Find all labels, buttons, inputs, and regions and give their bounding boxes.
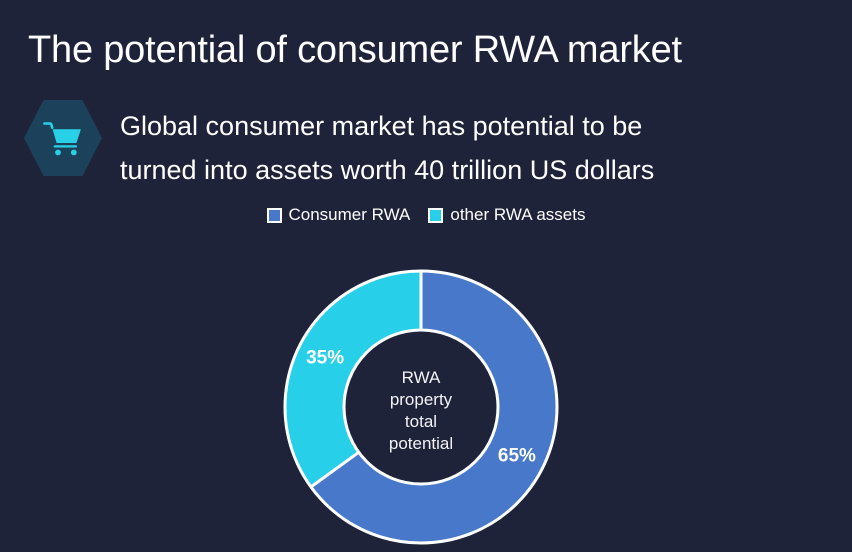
donut-slices (285, 271, 557, 543)
donut-slice-labels: 35% 65% (306, 348, 536, 467)
donut-slice-other-rwa-assets[interactable] (285, 271, 421, 487)
legend-label-consumer-rwa: Consumer RWA (288, 205, 411, 224)
subtitle-line-1: Global consumer market has potential to … (120, 111, 643, 141)
hexagon-badge (24, 98, 102, 178)
center-label-line-1: RWA (402, 368, 441, 387)
center-label-line-3: total (405, 412, 437, 431)
chart-legend: Consumer RWA other RWA assets (0, 205, 852, 225)
donut-center-label: RWA property total potential (389, 368, 453, 453)
legend-swatch-other-rwa-assets (428, 207, 444, 223)
donut-separator-lower-left (310, 451, 360, 489)
subtitle-line-2: turned into assets worth 40 trillion US … (120, 155, 655, 185)
subtitle: Global consumer market has potential to … (120, 104, 820, 192)
page-title: The potential of consumer RWA market (28, 29, 682, 71)
donut-chart: 35% 65% RWA property total potential (276, 262, 566, 552)
donut-separators (283, 269, 559, 545)
shopping-cart-icon (43, 122, 81, 156)
center-label-line-4: potential (389, 434, 453, 453)
slice-label-consumer-rwa: 65% (498, 445, 536, 466)
donut-slice-consumer-rwa[interactable] (310, 271, 557, 543)
center-label-line-2: property (390, 390, 453, 409)
legend-swatch-consumer-rwa (266, 207, 282, 223)
legend-label-other-rwa-assets: other RWA assets (450, 205, 586, 224)
legend-item-consumer-rwa[interactable]: Consumer RWA (266, 205, 411, 225)
slice-label-other-rwa-assets: 35% (306, 348, 344, 369)
legend-item-other-rwa-assets[interactable]: other RWA assets (428, 205, 586, 225)
